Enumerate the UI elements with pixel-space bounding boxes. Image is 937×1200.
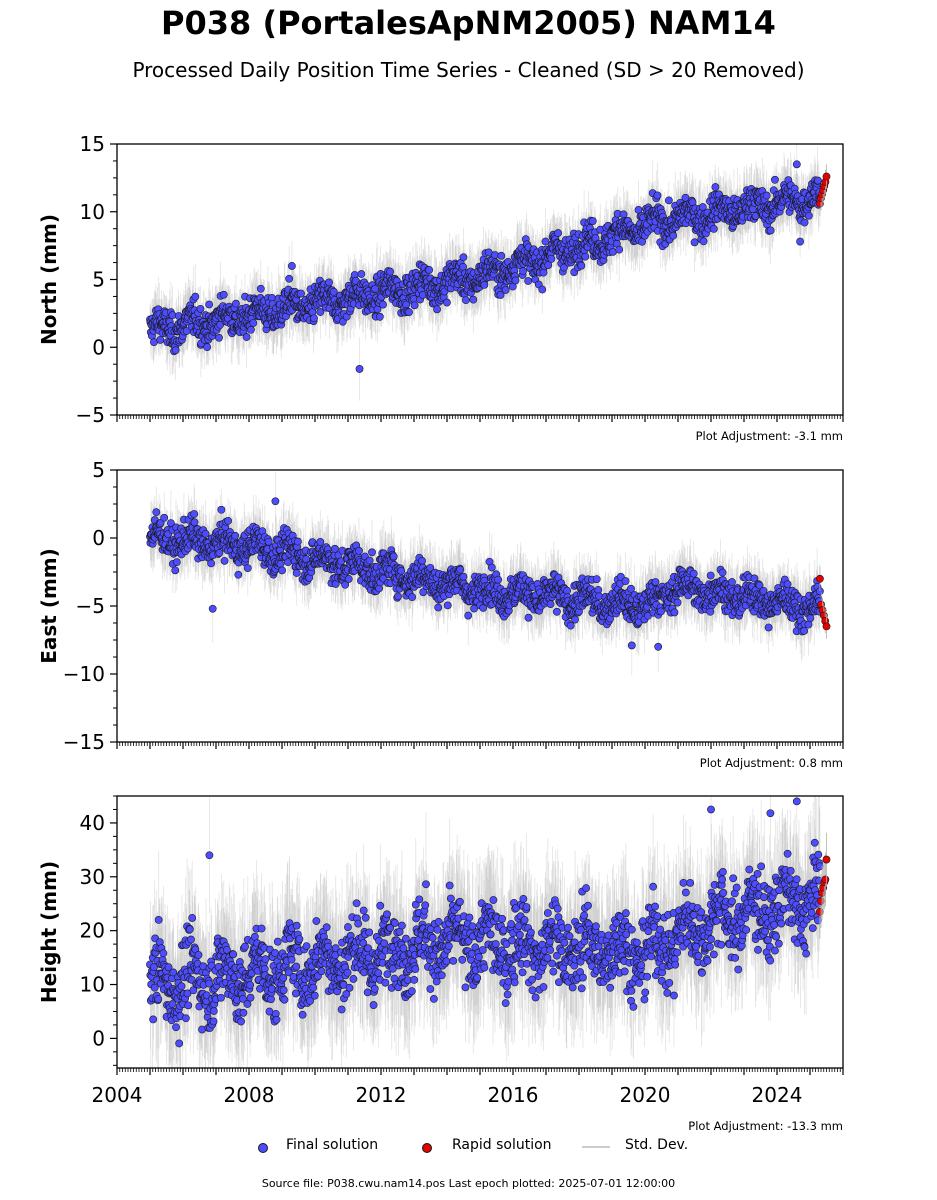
final-point <box>375 312 384 321</box>
final-point <box>497 251 506 260</box>
final-point <box>379 300 387 309</box>
final-point <box>539 268 548 277</box>
final-point <box>501 286 510 294</box>
final-point <box>588 217 597 225</box>
final-point <box>796 237 804 246</box>
final-point <box>581 252 590 261</box>
final-point <box>538 285 547 294</box>
final-point <box>191 292 200 301</box>
final-point <box>386 267 395 276</box>
final-point <box>433 305 441 314</box>
final-point <box>205 300 214 309</box>
final-point <box>469 295 478 304</box>
final-point <box>285 274 294 283</box>
final-point <box>669 231 678 240</box>
final-point <box>699 237 708 246</box>
final-point <box>215 333 223 342</box>
y-axis-label: North (mm) <box>37 214 61 345</box>
final-point <box>249 319 258 327</box>
final-point <box>664 196 673 205</box>
final-point <box>547 254 556 263</box>
final-point <box>544 261 553 269</box>
final-point <box>480 281 489 289</box>
final-point <box>232 299 240 308</box>
final-point <box>792 160 801 169</box>
y-tick-label: 15 <box>80 132 105 156</box>
final-point <box>410 301 419 310</box>
final-point <box>297 289 305 298</box>
final-point <box>711 183 720 191</box>
final-point <box>405 308 413 317</box>
final-point <box>524 277 533 285</box>
final-point <box>459 262 467 271</box>
rapid-point <box>822 172 831 181</box>
final-point <box>709 224 718 233</box>
final-point <box>619 210 628 219</box>
y-tick-label: −5 <box>76 403 105 427</box>
final-point <box>814 176 822 185</box>
plot-adjustment-note: Plot Adjustment: -3.1 mm <box>696 429 843 443</box>
final-point <box>766 226 775 235</box>
final-point <box>577 261 586 270</box>
final-point <box>771 175 779 184</box>
final-point <box>256 284 265 293</box>
final-point <box>461 296 470 305</box>
final-point <box>425 266 434 274</box>
final-point <box>762 191 771 200</box>
chart-title: P038 (PortalesApNM2005) NAM14 <box>161 4 776 42</box>
final-point <box>357 270 366 278</box>
final-point <box>156 335 165 344</box>
final-point <box>310 314 318 323</box>
final-point <box>316 308 325 316</box>
final-point <box>459 253 468 262</box>
final-point <box>615 245 624 254</box>
series-group <box>146 144 831 401</box>
final-point <box>219 290 228 299</box>
y-tick-label: 5 <box>92 268 105 292</box>
final-point <box>560 263 568 272</box>
final-point <box>242 333 251 341</box>
final-point <box>196 304 205 313</box>
final-point <box>171 346 180 355</box>
final-point <box>338 317 347 326</box>
y-tick-label: 0 <box>92 335 105 359</box>
final-point <box>519 267 527 275</box>
final-point <box>496 291 505 299</box>
final-point <box>653 191 662 200</box>
final-point <box>554 229 562 237</box>
final-point <box>541 237 550 246</box>
final-point <box>443 298 451 307</box>
final-point <box>511 276 520 285</box>
final-point <box>329 287 338 296</box>
final-point <box>800 218 809 227</box>
final-point <box>325 278 333 287</box>
final-point <box>203 343 212 352</box>
final-point <box>287 262 296 270</box>
y-tick-label: 10 <box>80 200 105 224</box>
chart-subtitle: Processed Daily Position Time Series - C… <box>132 58 805 82</box>
series-group <box>146 471 831 675</box>
final-point <box>804 211 813 220</box>
final-point <box>247 325 255 334</box>
final-point <box>355 365 364 373</box>
final-point <box>690 238 699 247</box>
